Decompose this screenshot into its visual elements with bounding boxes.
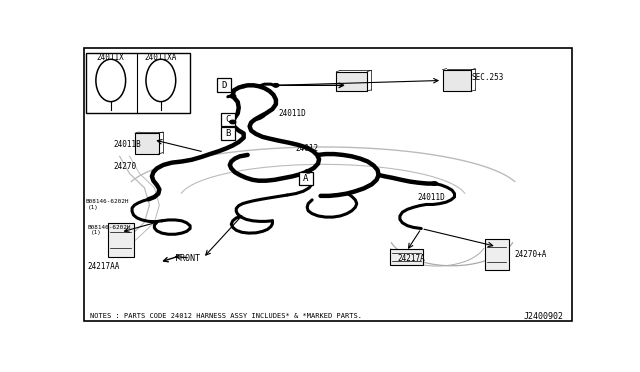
Circle shape <box>431 182 438 185</box>
Bar <box>443 70 471 91</box>
Text: NOTES : PARTS CODE 24012 HARNESS ASSY INCLUDES* & *MARKED PARTS.: NOTES : PARTS CODE 24012 HARNESS ASSY IN… <box>90 313 362 319</box>
Bar <box>135 133 159 154</box>
Text: 24011X: 24011X <box>97 53 125 62</box>
Text: B: B <box>225 129 230 138</box>
Bar <box>299 172 312 185</box>
Text: 24270: 24270 <box>114 162 137 171</box>
Text: J2400902: J2400902 <box>524 312 564 321</box>
Circle shape <box>273 84 279 87</box>
Ellipse shape <box>146 59 176 102</box>
Text: C: C <box>225 115 230 124</box>
Bar <box>390 249 423 265</box>
Bar <box>217 78 231 92</box>
Text: B08146-6202H: B08146-6202H <box>86 199 129 204</box>
Text: SEC.253: SEC.253 <box>472 73 504 82</box>
Ellipse shape <box>96 59 125 102</box>
Bar <box>86 53 190 113</box>
Bar <box>108 223 134 257</box>
Bar <box>221 113 235 126</box>
Bar <box>337 71 367 91</box>
Text: 24217A: 24217A <box>397 254 425 263</box>
Text: D: D <box>221 81 227 90</box>
Bar <box>221 127 235 140</box>
Bar <box>484 239 509 270</box>
Text: 24011D: 24011D <box>417 193 445 202</box>
Text: 24270+A: 24270+A <box>514 250 547 259</box>
Text: 24011D: 24011D <box>278 109 306 118</box>
Circle shape <box>305 170 311 173</box>
Text: 24217AA: 24217AA <box>88 262 120 271</box>
Text: A: A <box>303 174 308 183</box>
Circle shape <box>230 94 236 98</box>
Text: FRONT: FRONT <box>175 254 200 263</box>
Text: 24011B: 24011B <box>114 140 141 148</box>
Text: (1): (1) <box>91 230 102 235</box>
Text: 24012: 24012 <box>296 144 319 153</box>
Text: B08146-6202H: B08146-6202H <box>88 225 131 230</box>
Circle shape <box>230 120 236 124</box>
Text: (1): (1) <box>88 205 99 210</box>
Text: 24011XA: 24011XA <box>145 53 177 62</box>
